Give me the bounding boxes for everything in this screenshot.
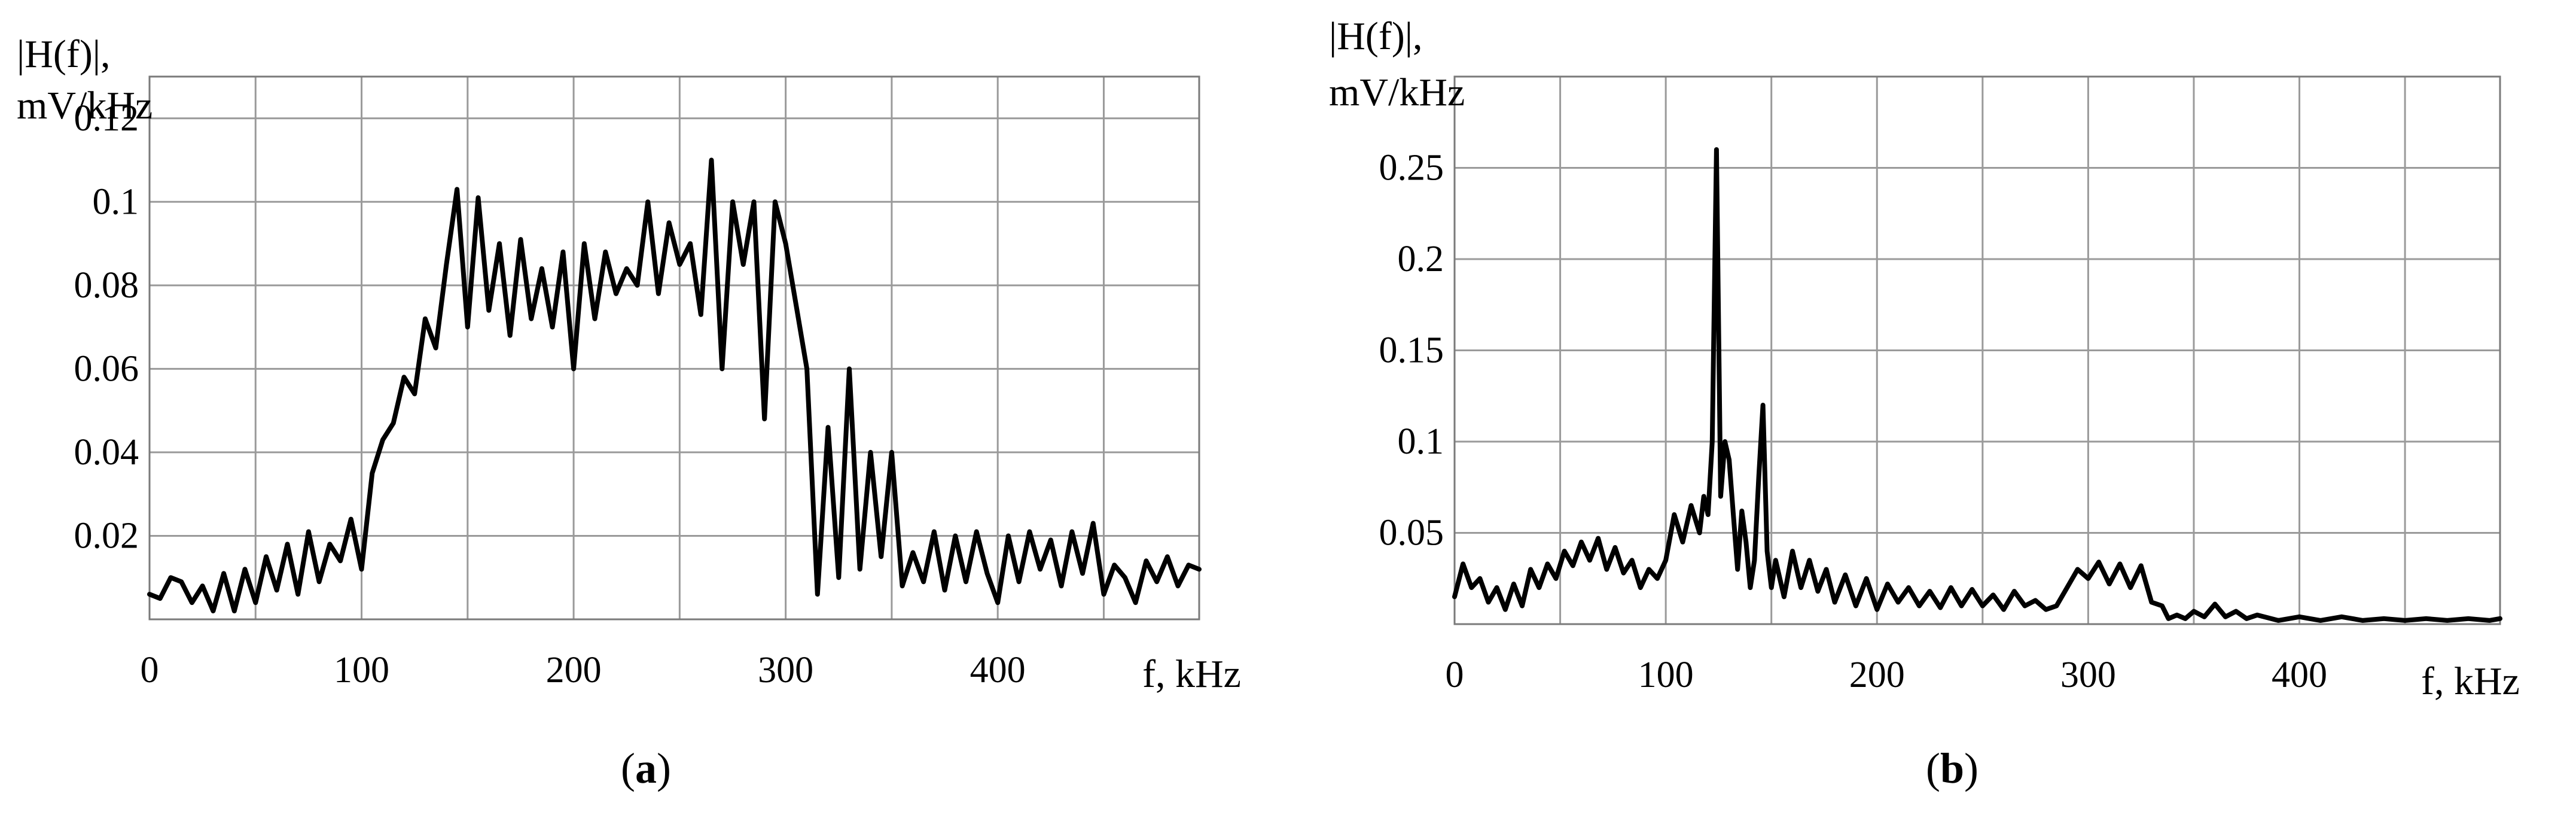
x-tick-label: 0 <box>1446 655 1464 695</box>
x-tick-labels-a: 0 100 200 300 400 <box>141 650 1026 691</box>
y-axis-label-line2-b: mV/kHz <box>1329 71 1465 114</box>
x-tick-label: 0 <box>141 650 159 691</box>
y-tick-label: 0.25 <box>1379 148 1444 188</box>
y-axis-label-line1-a: |H(f)|, <box>17 32 111 76</box>
y-tick-labels-a: 0.02 0.04 0.06 0.08 0.1 0.12 <box>74 98 139 557</box>
y-axis-label-line2-a: mV/kHz <box>17 84 153 127</box>
y-tick-label: 0.12 <box>74 98 139 139</box>
x-tick-label: 400 <box>2272 655 2327 695</box>
panel-caption-letter-b: b <box>1940 744 1964 792</box>
y-tick-label: 0.2 <box>1398 239 1444 279</box>
x-tick-label: 200 <box>546 650 602 691</box>
series-line-b <box>1452 147 2502 623</box>
series-line-a <box>147 157 1202 613</box>
x-tick-label: 200 <box>1849 655 1905 695</box>
y-tick-label: 0.15 <box>1379 330 1444 371</box>
panel-caption-a: (a) <box>621 744 671 792</box>
x-axis-label-b: f, kHz <box>2421 659 2520 703</box>
x-tick-labels-b: 0 100 200 300 400 <box>1446 655 2328 695</box>
panel-caption-b: (b) <box>1926 744 1979 792</box>
x-tick-label: 100 <box>334 650 389 691</box>
grid-a <box>148 77 1199 619</box>
x-tick-label: 400 <box>970 650 1026 691</box>
y-axis-label-line1-b: |H(f)|, <box>1329 14 1423 58</box>
panel-caption-letter-a: a <box>635 744 657 792</box>
y-tick-label: 0.1 <box>93 181 139 222</box>
y-tick-label: 0.06 <box>74 348 139 389</box>
y-tick-label: 0.02 <box>74 515 139 556</box>
x-axis-label-a: f, kHz <box>1142 652 1241 696</box>
grid-b <box>1453 77 2500 624</box>
y-tick-labels-b: 0.05 0.1 0.15 0.2 0.25 <box>1379 148 1444 554</box>
x-tick-label: 100 <box>1638 655 1694 695</box>
chart-panel-b: 0.05 0.1 0.15 0.2 0.25 0 100 200 300 400 |H(f)|,… <box>1329 14 2520 792</box>
x-tick-label: 300 <box>758 650 813 691</box>
y-tick-label: 0.1 <box>1398 421 1444 462</box>
y-tick-label: 0.04 <box>74 432 139 473</box>
x-tick-label: 300 <box>2060 655 2116 695</box>
chart-panel-a: 0.02 0.04 0.06 0.08 0.1 0.12 0 100 200 300 400 |H… <box>17 32 1241 792</box>
y-tick-label: 0.08 <box>74 265 139 306</box>
y-tick-label: 0.05 <box>1379 513 1444 554</box>
plot-frame-a <box>148 75 1200 621</box>
plot-frame-b <box>1453 75 2501 625</box>
